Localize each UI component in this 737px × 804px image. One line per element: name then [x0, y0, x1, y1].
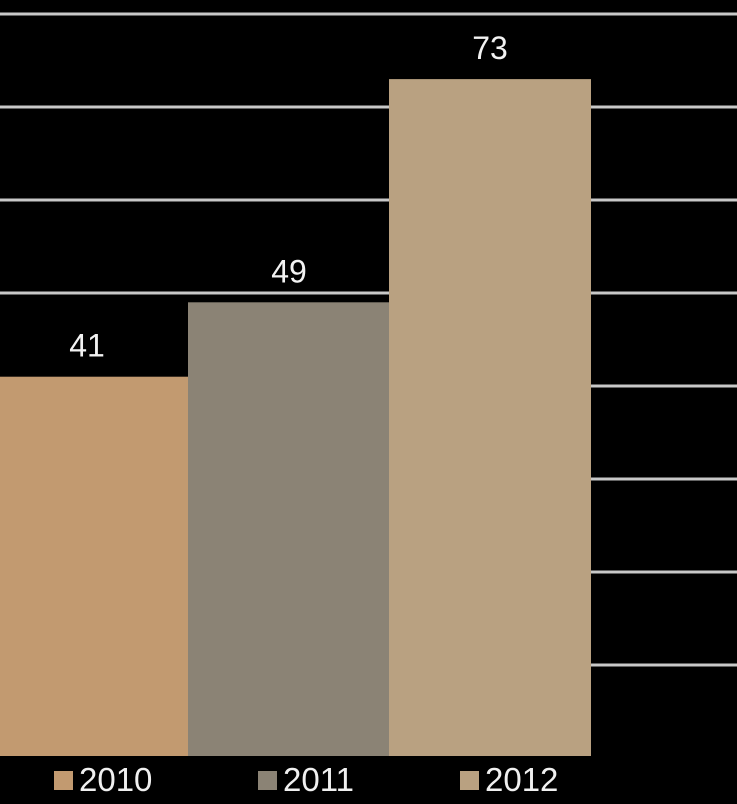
bars: [0, 79, 591, 756]
legend-item-2011: 2011: [258, 760, 354, 800]
legend-swatch-2011: [258, 770, 277, 790]
bar-2011: [188, 302, 390, 756]
legend-item-2012: 2012: [460, 760, 558, 800]
legend: 2010 2011 2012: [0, 756, 737, 804]
bar-chart: 41 49 73: [0, 12, 737, 756]
data-label-2012: 73: [472, 30, 508, 66]
data-label-2010: 41: [69, 328, 105, 364]
bar-2012: [389, 79, 591, 756]
legend-item-2010: 2010: [54, 760, 152, 800]
bar-2010: [0, 376, 188, 756]
legend-swatch-2012: [460, 770, 479, 790]
data-labels: 41 49 73: [69, 30, 508, 364]
legend-label-2011: 2011: [283, 761, 354, 798]
legend-swatch-2010: [54, 770, 73, 790]
legend-label-2012: 2012: [485, 761, 559, 798]
data-label-2011: 49: [271, 253, 307, 289]
legend-label-2010: 2010: [79, 761, 153, 798]
